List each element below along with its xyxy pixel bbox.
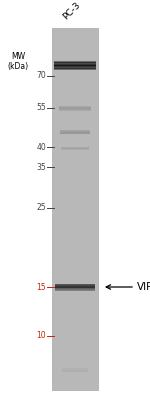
Bar xyxy=(59,110,91,111)
Bar xyxy=(56,284,94,285)
Bar xyxy=(56,287,94,288)
Text: 35: 35 xyxy=(36,162,46,171)
Bar xyxy=(60,133,90,134)
Bar xyxy=(52,28,98,390)
Bar xyxy=(56,289,94,290)
Bar xyxy=(59,107,91,108)
Bar xyxy=(62,371,88,372)
Bar xyxy=(61,149,89,150)
Text: 55: 55 xyxy=(36,104,46,113)
Bar xyxy=(54,60,96,61)
Bar xyxy=(61,147,89,148)
Text: VIP: VIP xyxy=(137,282,150,292)
Text: 10: 10 xyxy=(36,331,46,341)
Bar xyxy=(59,109,91,110)
Bar xyxy=(62,370,88,371)
Bar xyxy=(56,285,94,286)
Bar xyxy=(54,66,96,67)
Bar xyxy=(61,148,89,149)
Bar xyxy=(61,148,89,149)
Bar xyxy=(62,370,88,371)
Bar xyxy=(56,284,94,285)
Bar xyxy=(59,108,91,109)
Bar xyxy=(62,368,88,369)
Bar xyxy=(56,287,94,288)
Text: PC-3: PC-3 xyxy=(61,0,82,21)
Bar xyxy=(62,372,88,373)
Bar xyxy=(60,131,90,132)
Bar xyxy=(62,371,88,372)
Bar xyxy=(56,290,94,291)
Bar xyxy=(54,61,96,62)
Bar xyxy=(54,69,96,70)
Bar xyxy=(62,371,88,372)
Text: 25: 25 xyxy=(36,204,46,213)
Bar xyxy=(61,146,89,147)
Bar xyxy=(62,370,88,371)
Bar xyxy=(54,65,96,66)
Bar xyxy=(60,130,90,131)
Bar xyxy=(62,369,88,370)
Bar xyxy=(54,68,96,69)
Bar xyxy=(62,369,88,370)
Bar xyxy=(54,65,96,66)
Bar xyxy=(61,147,89,148)
Bar xyxy=(56,288,94,289)
Bar xyxy=(61,148,89,149)
Bar xyxy=(59,109,91,110)
Bar xyxy=(56,285,94,286)
Bar xyxy=(56,288,94,289)
Bar xyxy=(59,106,91,107)
Text: 70: 70 xyxy=(36,71,46,80)
Bar xyxy=(54,68,96,69)
Bar xyxy=(59,106,91,107)
Bar xyxy=(60,132,90,133)
Bar xyxy=(60,130,90,131)
Bar xyxy=(62,368,88,369)
Bar xyxy=(54,64,96,65)
Bar xyxy=(60,133,90,134)
Text: 40: 40 xyxy=(36,142,46,151)
Bar xyxy=(59,110,91,111)
Bar xyxy=(54,63,96,64)
Bar xyxy=(60,131,90,132)
Bar xyxy=(56,286,94,287)
Bar xyxy=(59,107,91,108)
Bar xyxy=(61,149,89,150)
Bar xyxy=(60,132,90,133)
Bar xyxy=(54,67,96,68)
Text: MW
(kDa): MW (kDa) xyxy=(8,52,29,71)
Bar xyxy=(54,62,96,63)
Bar xyxy=(59,108,91,109)
Text: 15: 15 xyxy=(36,282,46,291)
